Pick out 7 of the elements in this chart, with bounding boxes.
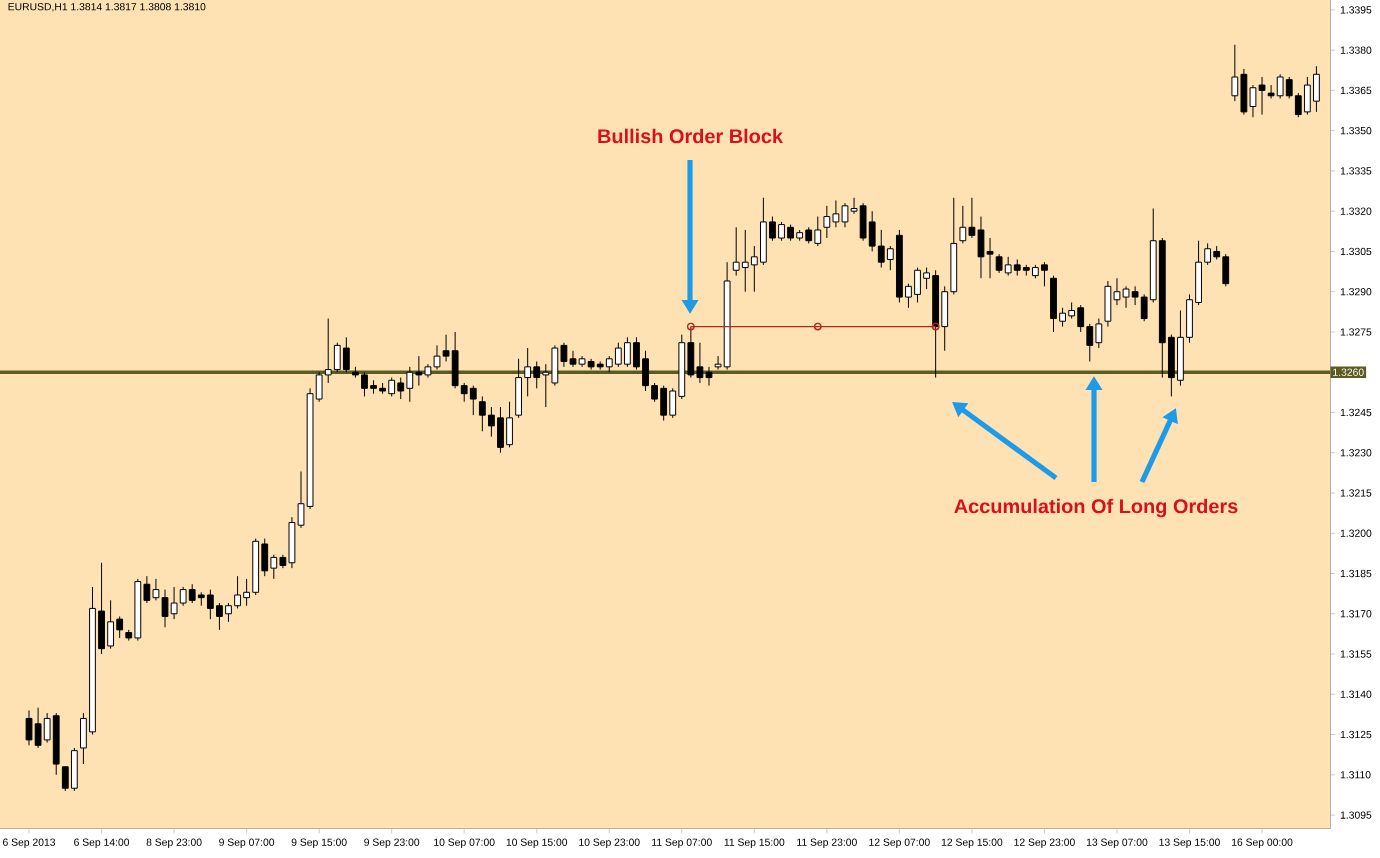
annotation: Bullish Order Block bbox=[598, 128, 784, 144]
candlestick bbox=[70, 747, 78, 792]
candlestick bbox=[469, 385, 477, 416]
candlestick bbox=[342, 336, 350, 373]
annotation: Accumulation Of Long Orders bbox=[954, 498, 1238, 518]
candlestick bbox=[959, 205, 967, 244]
candlestick bbox=[823, 205, 831, 239]
